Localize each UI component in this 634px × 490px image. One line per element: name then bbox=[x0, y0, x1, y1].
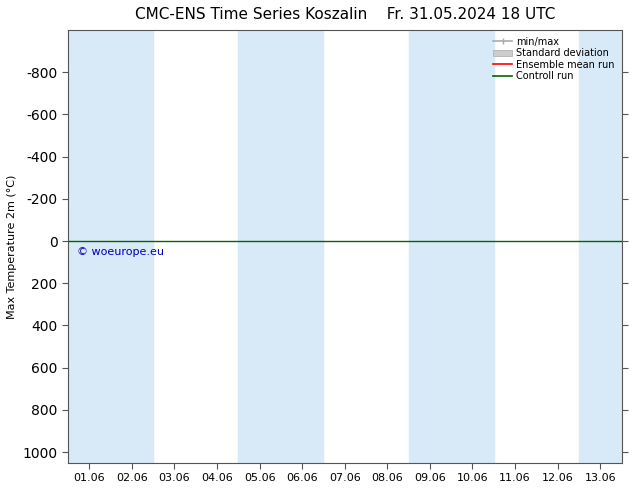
Bar bbox=[451, 30, 494, 463]
Bar bbox=[68, 30, 110, 463]
Bar bbox=[238, 30, 281, 463]
Text: © woeurope.eu: © woeurope.eu bbox=[77, 247, 164, 257]
Y-axis label: Max Temperature 2m (°C): Max Temperature 2m (°C) bbox=[7, 174, 17, 318]
Bar bbox=[409, 30, 451, 463]
Bar bbox=[110, 30, 153, 463]
Bar bbox=[579, 30, 621, 463]
Title: CMC-ENS Time Series Koszalin    Fr. 31.05.2024 18 UTC: CMC-ENS Time Series Koszalin Fr. 31.05.2… bbox=[134, 7, 555, 22]
Bar bbox=[281, 30, 323, 463]
Legend: min/max, Standard deviation, Ensemble mean run, Controll run: min/max, Standard deviation, Ensemble me… bbox=[491, 35, 617, 83]
